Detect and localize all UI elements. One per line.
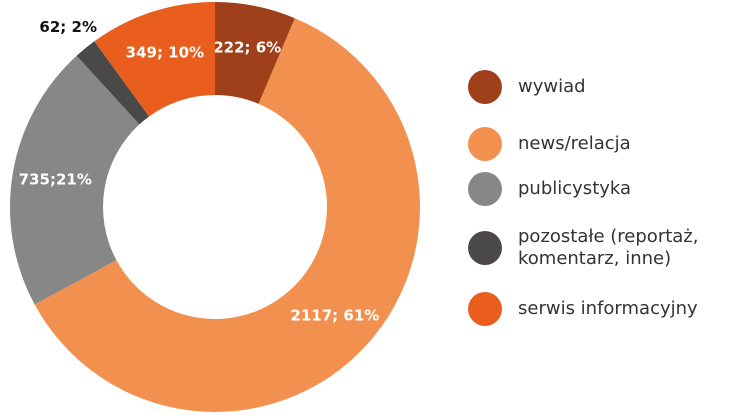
legend-label: serwis informacyjny [518,298,698,319]
data-label: 349; 10% [126,43,204,61]
legend-item: wywiad [468,70,756,104]
legend-item: serwis informacyjny [468,292,756,326]
legend-item: news/relacja [468,127,756,161]
legend-swatch [468,172,502,206]
legend-label: publicystyka [518,178,632,199]
data-label: 735;21% [19,171,92,189]
legend-label: news/relacja [518,133,631,154]
slice [76,41,150,125]
data-label: 2117; 61% [290,306,379,324]
legend-swatch [468,70,502,104]
legend-label: pozostałe (reportaż, komentarz, inne) [518,226,699,269]
slice [215,2,295,104]
donut: 222; 6% 2117; 61% 735;21% 62; 2% 349; 10% [9,2,420,413]
legend-item: pozostałe (reportaż, komentarz, inne) [468,226,756,270]
data-label: 222; 6% [213,39,281,57]
data-label: 62; 2% [39,18,97,36]
slice [94,2,215,117]
legend-label: wywiad [518,76,586,97]
legend-swatch [468,127,502,161]
slice [34,18,420,413]
legend-item: publicystyka [468,172,756,206]
legend-swatch [468,292,502,326]
slice [9,55,140,305]
legend-swatch [468,231,502,265]
